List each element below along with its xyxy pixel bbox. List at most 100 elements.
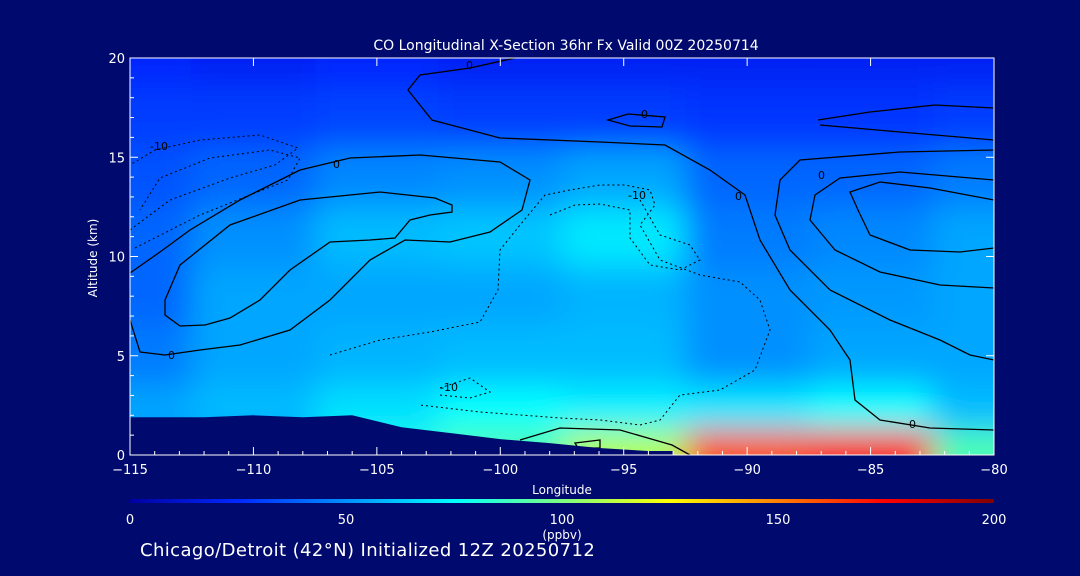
field-cell (808, 385, 933, 431)
x-axis: −115 −110 −105 −100 −95 −90 −85 −80 (112, 58, 1008, 478)
field-cell (932, 87, 994, 148)
field-cell (438, 325, 562, 386)
contour-neg-left-inner (134, 149, 301, 249)
contour-zero-left (130, 154, 531, 356)
field-cell (315, 325, 439, 386)
field-cell (191, 325, 316, 386)
field-cell (932, 385, 994, 431)
x-tick-label: −95 (610, 463, 637, 478)
contour-label-group: 0 0 0 0 0 0 0 -10 -10 -10 (150, 59, 916, 431)
field-cell (438, 206, 562, 267)
contour-label: 0 (909, 418, 916, 431)
colorbar-tick-label: 150 (766, 513, 791, 528)
contour-zero-right (774, 149, 994, 361)
contour-zero-left-inner (164, 191, 453, 327)
field-cell (438, 266, 562, 326)
x-tick-label: −105 (359, 463, 395, 478)
field-cell (932, 206, 994, 267)
field-cell (562, 266, 686, 326)
chart-title: CO Longitudinal X-Section 36hr Fx Valid … (373, 38, 758, 54)
y-tick-label: 5 (117, 350, 125, 365)
contour-neg-center-inner (439, 377, 492, 399)
contour-zero-right-core (849, 181, 994, 253)
y-tick-label: 15 (108, 151, 125, 166)
field-cell (130, 87, 192, 148)
field-cell (808, 266, 933, 326)
field-cell (130, 325, 192, 386)
y-tick-label: 0 (117, 449, 125, 464)
field-cell (808, 325, 933, 386)
contour-zero-top-right-2 (819, 124, 994, 141)
field-cell (438, 385, 562, 431)
contour-zero-right-inner (809, 171, 994, 289)
field-cell (685, 385, 809, 431)
colorbar-tick-label: 100 (550, 513, 575, 528)
field-cell (130, 58, 192, 88)
field-cell (932, 266, 994, 326)
colorbar-unit: (ppbv) (542, 528, 581, 542)
field-cell (562, 206, 686, 267)
contour-label: 0 (333, 158, 340, 171)
y-axis: 0 5 10 15 20 (108, 52, 994, 464)
plot-area: 0 0 0 0 0 0 0 -10 -10 -10 (130, 58, 994, 455)
y-tick-label: 10 (108, 251, 125, 266)
contour-zero-small-ring (605, 113, 666, 128)
contour-label: 0 (168, 349, 175, 362)
field-cell (315, 266, 439, 326)
field-cell (932, 430, 994, 455)
x-tick-label: −100 (482, 463, 518, 478)
field-cell (932, 58, 994, 88)
x-tick-label: −110 (236, 463, 272, 478)
colorbar-tick-label: 200 (982, 513, 1007, 528)
field-cell (685, 325, 809, 386)
colorbar-tick-label: 0 (126, 513, 134, 528)
colorbar-ticks: 0 50 100 150 200 (126, 513, 1007, 528)
field-cell (191, 58, 316, 88)
x-tick-label: −90 (733, 463, 760, 478)
field-cell (685, 87, 809, 148)
footer-caption: Chicago/Detroit (42°N) Initialized 12Z 2… (140, 540, 596, 561)
field-cell (191, 87, 316, 148)
contour-label: 0 (818, 169, 825, 182)
field-cell (562, 325, 686, 386)
contour-neg-center (329, 184, 771, 426)
field-cell (808, 147, 933, 207)
y-axis-label: Altitude (km) (86, 219, 100, 298)
x-axis-label: Longitude (532, 483, 592, 497)
contour-zero-upper (407, 58, 994, 431)
field-cell (130, 266, 192, 326)
x-tick-label: −80 (980, 463, 1007, 478)
field-cell (562, 385, 686, 431)
colorbar-gradient (130, 499, 994, 503)
field-cell (932, 325, 994, 386)
contour-zero-top-right (817, 104, 994, 121)
field-cell (685, 147, 809, 207)
field-cell (685, 206, 809, 267)
x-tick-label: −85 (857, 463, 884, 478)
contour-lines (130, 58, 994, 455)
terrain-mask (130, 415, 674, 455)
field-cell (191, 266, 316, 326)
y-tick-label: 20 (108, 52, 125, 67)
contour-neg-left-outer (130, 134, 300, 231)
field-cell (191, 147, 316, 207)
contour-label: 0 (735, 190, 742, 203)
colorbar: 0 50 100 150 200 (ppbv) (126, 499, 1007, 542)
contour-label: -10 (628, 189, 646, 202)
contour-zero-surface (519, 427, 691, 455)
field-cell (438, 147, 562, 207)
contour-neg-center-upper (549, 199, 701, 271)
contour-label: -10 (150, 140, 168, 153)
field-cell (808, 206, 933, 267)
x-tick-label: −115 (112, 463, 148, 478)
field-cell (562, 87, 686, 148)
field-cell (562, 147, 686, 207)
field-cell (191, 206, 316, 267)
contour-label: -10 (440, 381, 458, 394)
field-cell (315, 206, 439, 267)
field-cell (808, 87, 933, 148)
contour-label: 0 (466, 59, 473, 72)
contour-label: 0 (641, 108, 648, 121)
field-cell (130, 147, 192, 207)
